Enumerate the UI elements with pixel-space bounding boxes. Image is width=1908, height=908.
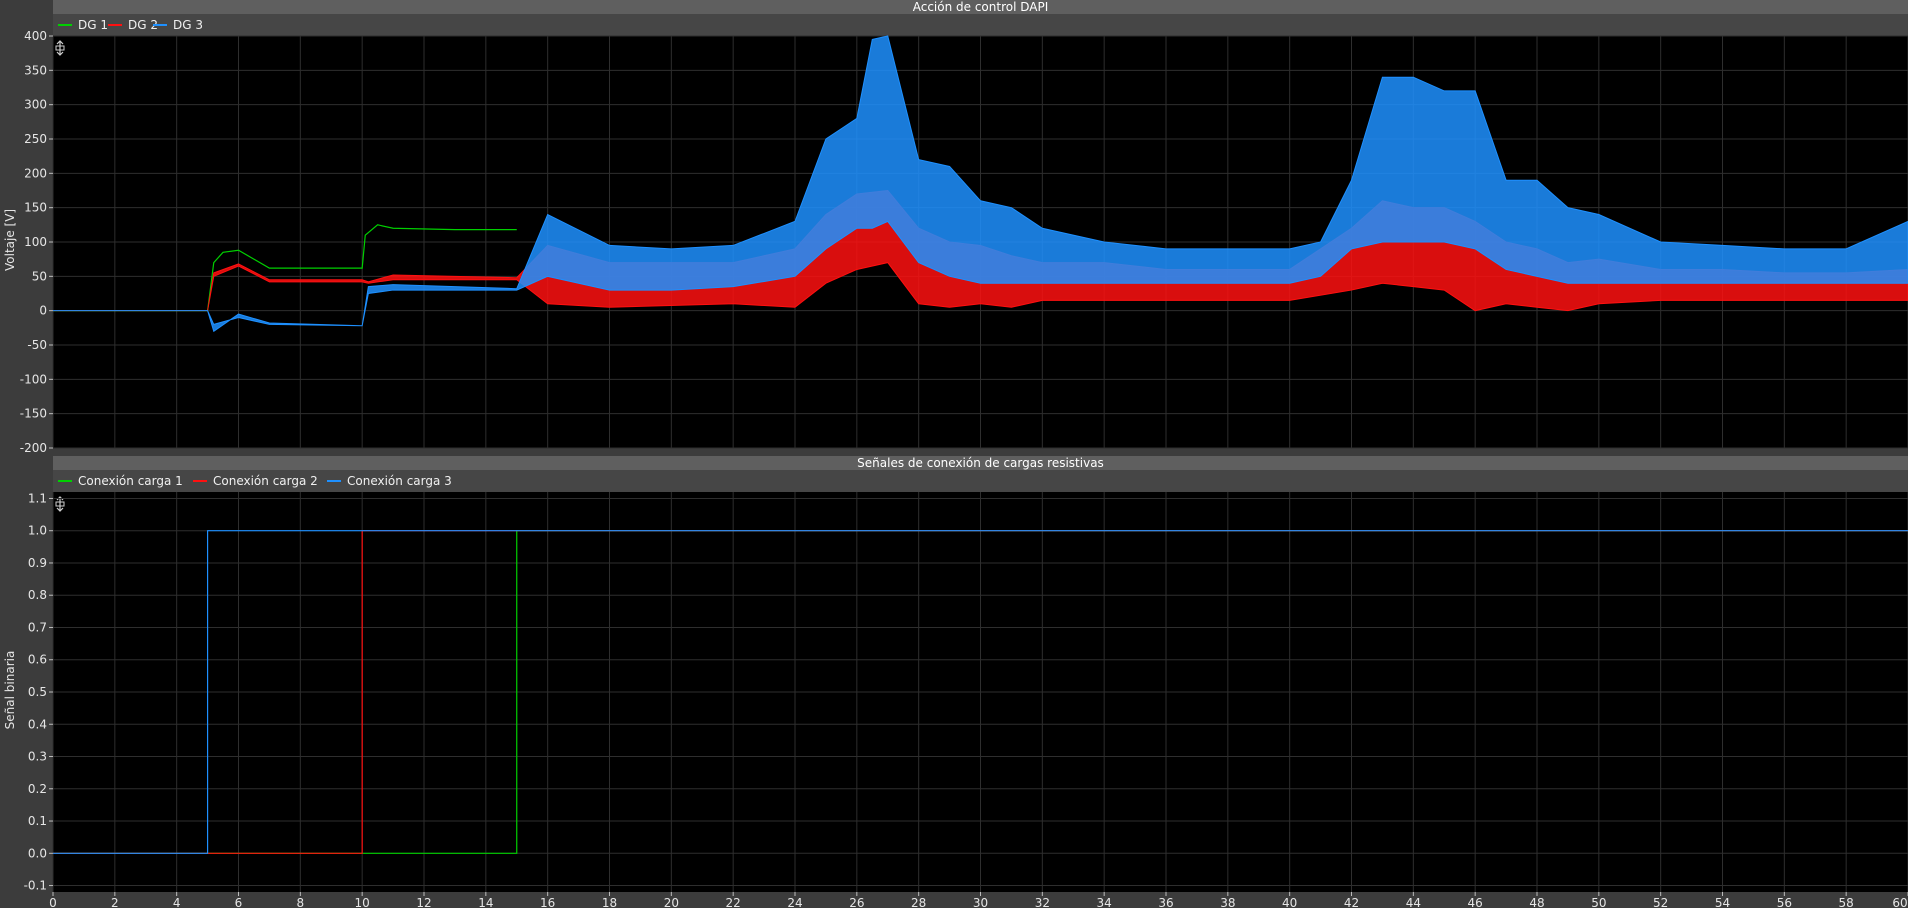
x-tick-label: 22 (726, 896, 741, 908)
top-y-tick-label: 100 (24, 235, 47, 249)
bottom-y-tick-label: 0.9 (28, 556, 47, 570)
bottom-plot-area[interactable] (53, 492, 1908, 892)
legend-label: Conexión carga 1 (78, 474, 183, 488)
x-tick-label: 10 (355, 896, 370, 908)
legend-item-carga1[interactable]: Conexión carga 1 (58, 470, 183, 492)
top-plot-area[interactable] (53, 36, 1908, 448)
x-tick-label: 60 (1892, 896, 1907, 908)
x-tick-label: 2 (111, 896, 119, 908)
bottom-chart-title: Señales de conexión de cargas resistivas (53, 456, 1908, 470)
x-tick-label: 0 (49, 896, 57, 908)
x-tick-label: 8 (297, 896, 305, 908)
legend-item-dg3[interactable]: DG 3 (153, 14, 203, 36)
x-tick-label: 26 (849, 896, 864, 908)
top-y-tick-label: 400 (24, 29, 47, 43)
bottom-y-tick-label: 0.5 (28, 685, 47, 699)
x-tick-label: 44 (1406, 896, 1421, 908)
top-y-tick-label: 200 (24, 166, 47, 180)
top-y-tick-label: 0 (39, 304, 47, 318)
x-tick-label: 40 (1282, 896, 1297, 908)
x-tick-label: 14 (478, 896, 493, 908)
x-tick-label: 52 (1653, 896, 1668, 908)
bottom-y-tick-label: 0.7 (28, 620, 47, 634)
top-y-tick-label: 300 (24, 98, 47, 112)
x-tick-label: 6 (235, 896, 243, 908)
top-y-tick-label: 50 (32, 269, 47, 283)
bottom-zoom-tool-icon[interactable] (54, 496, 66, 512)
x-tick-label: 28 (911, 896, 926, 908)
x-tick-label: 54 (1715, 896, 1730, 908)
x-tick-label: 30 (973, 896, 988, 908)
top-y-tick-label: 150 (24, 201, 47, 215)
x-tick-label: 18 (602, 896, 617, 908)
x-tick-label: 56 (1777, 896, 1792, 908)
legend-item-carga2[interactable]: Conexión carga 2 (193, 470, 318, 492)
legend-label: DG 1 (78, 18, 108, 32)
legend-label: DG 3 (173, 18, 203, 32)
legend-label: DG 2 (128, 18, 158, 32)
top-legend: DG 1 DG 2 DG 3 (53, 14, 1908, 36)
bottom-y-tick-label: 1.1 (28, 491, 47, 505)
legend-item-dg2[interactable]: DG 2 (108, 14, 158, 36)
top-y-tick-label: 350 (24, 63, 47, 77)
legend-swatch (193, 479, 207, 482)
bottom-y-tick-label: 0.6 (28, 653, 47, 667)
bottom-y-tick-label: 0.3 (28, 750, 47, 764)
x-tick-label: 48 (1529, 896, 1544, 908)
top-y-tick-label: 250 (24, 132, 47, 146)
x-tick-label: 24 (787, 896, 802, 908)
legend-swatch (108, 23, 122, 26)
top-chart-title: Acción de control DAPI (53, 0, 1908, 14)
x-tick-label: 46 (1468, 896, 1483, 908)
legend-swatch (327, 479, 341, 482)
bottom-y-tick-label: 1.0 (28, 524, 47, 538)
x-tick-label: 38 (1220, 896, 1235, 908)
bottom-y-tick-label: -0.1 (24, 879, 47, 893)
x-tick-label: 50 (1591, 896, 1606, 908)
x-tick-label: 4 (173, 896, 181, 908)
x-tick-label: 34 (1097, 896, 1112, 908)
legend-item-dg1[interactable]: DG 1 (58, 14, 108, 36)
x-tick-label: 58 (1839, 896, 1854, 908)
bottom-y-tick-label: 0.0 (28, 846, 47, 860)
top-y-tick-label: -200 (20, 441, 47, 455)
x-tick-label: 42 (1344, 896, 1359, 908)
legend-swatch (58, 479, 72, 482)
x-tick-label: 36 (1158, 896, 1173, 908)
bottom-y-tick-label: 0.8 (28, 588, 47, 602)
legend-item-carga3[interactable]: Conexión carga 3 (327, 470, 452, 492)
legend-swatch (58, 23, 72, 26)
top-zoom-tool-icon[interactable] (54, 40, 66, 56)
top-y-tick-label: -150 (20, 407, 47, 421)
top-y-tick-label: -100 (20, 372, 47, 386)
bottom-y-tick-label: 0.1 (28, 814, 47, 828)
x-tick-label: 12 (416, 896, 431, 908)
x-tick-label: 20 (664, 896, 679, 908)
bottom-legend: Conexión carga 1 Conexión carga 2 Conexi… (53, 470, 1908, 492)
x-tick-label: 32 (1035, 896, 1050, 908)
bottom-y-tick-label: 0.4 (28, 717, 47, 731)
legend-label: Conexión carga 2 (213, 474, 318, 488)
bottom-y-axis-label: Señal binaria (3, 650, 17, 730)
legend-swatch (153, 23, 167, 26)
x-tick-label: 16 (540, 896, 555, 908)
legend-label: Conexión carga 3 (347, 474, 452, 488)
top-y-tick-label: -50 (27, 338, 47, 352)
top-y-axis-label: Voltaje [V] (3, 208, 17, 271)
bottom-y-tick-label: 0.2 (28, 782, 47, 796)
